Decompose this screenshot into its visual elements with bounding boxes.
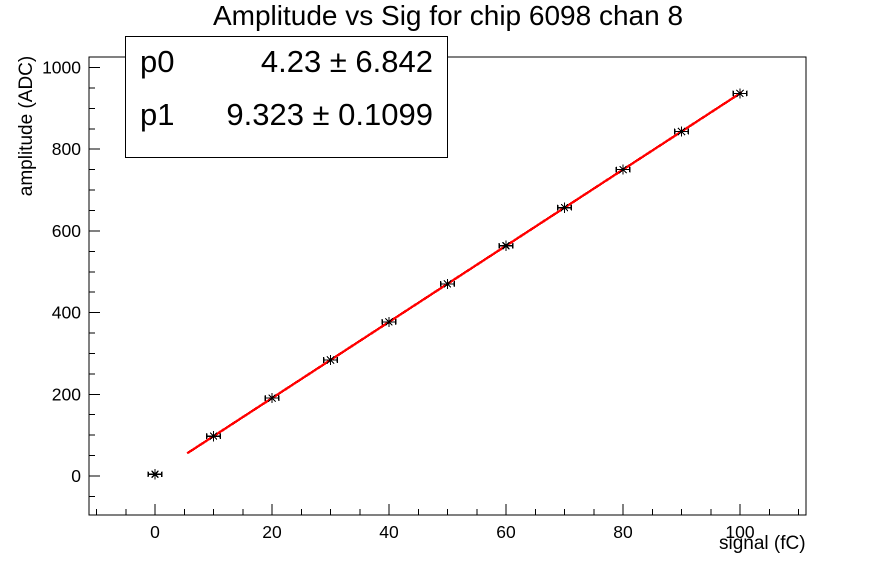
svg-text:0: 0	[150, 522, 160, 542]
svg-text:60: 60	[496, 522, 516, 542]
svg-text:20: 20	[262, 522, 282, 542]
svg-text:100: 100	[725, 522, 754, 542]
svg-text:200: 200	[52, 384, 81, 404]
svg-text:600: 600	[52, 221, 81, 241]
svg-text:40: 40	[379, 522, 399, 542]
svg-text:800: 800	[52, 139, 81, 159]
svg-text:1000: 1000	[42, 58, 81, 78]
svg-text:400: 400	[52, 303, 81, 323]
svg-text:0: 0	[71, 466, 81, 486]
svg-text:80: 80	[613, 522, 633, 542]
